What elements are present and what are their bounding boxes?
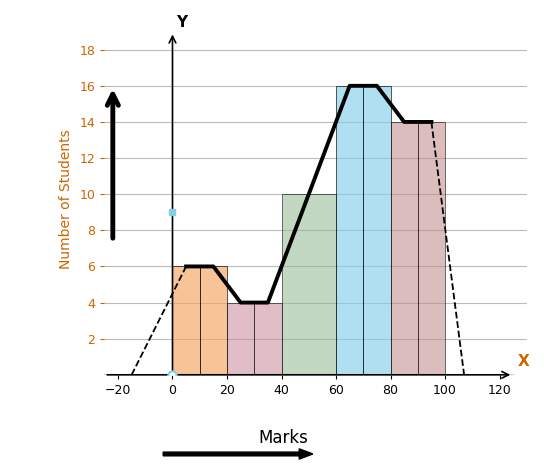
Bar: [391, 122, 418, 375]
Y-axis label: Number of Students: Number of Students: [59, 129, 72, 269]
Bar: [281, 194, 336, 375]
Bar: [336, 86, 363, 375]
Bar: [363, 86, 391, 375]
Bar: [418, 122, 445, 375]
Text: Y: Y: [177, 15, 188, 30]
Bar: [172, 266, 200, 375]
Bar: [227, 303, 254, 375]
Text: X: X: [517, 354, 529, 369]
Bar: [200, 266, 227, 375]
Text: Marks: Marks: [258, 429, 308, 446]
Bar: [254, 303, 281, 375]
